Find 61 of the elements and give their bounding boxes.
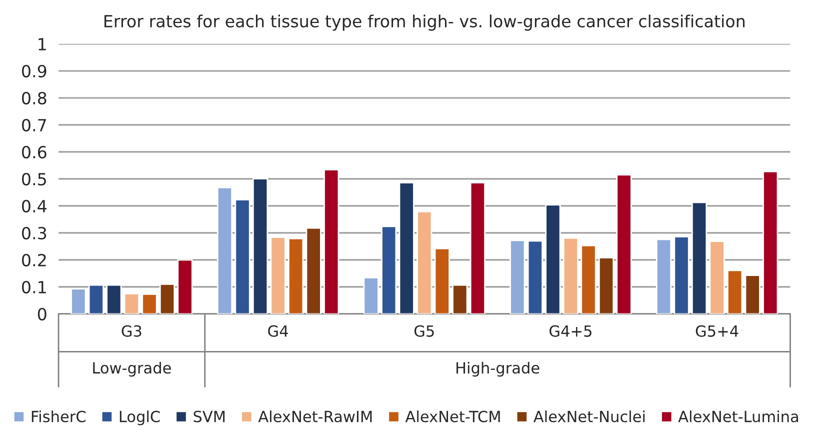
bar: [510, 240, 526, 314]
y-tick-label: 0.1: [22, 280, 46, 294]
bar: [562, 237, 579, 314]
bar: [709, 240, 725, 314]
text: Low-grade: [93, 362, 171, 377]
x-tick-label: G3: [122, 325, 142, 337]
bar: [691, 202, 708, 314]
bar: [527, 240, 543, 314]
legend-label: AlexNet-RawIM: [258, 410, 372, 422]
bar: [398, 182, 414, 314]
y-tick-label: 0.4: [22, 200, 46, 212]
bar: [580, 244, 596, 314]
bar: [288, 238, 304, 314]
bar: [470, 182, 486, 314]
bar: [656, 238, 672, 314]
x-tick-label: G4: [268, 325, 288, 337]
y-tick-label: 0.5: [22, 172, 46, 186]
y-tick-label: 0.9: [22, 64, 46, 78]
x-tick-label: G5+4: [696, 325, 738, 337]
bar: [381, 226, 397, 314]
bar: [159, 283, 176, 314]
legend-label: AlexNet-Lumina: [678, 410, 798, 422]
bar: [177, 259, 193, 314]
bar: [270, 236, 286, 314]
bar: [252, 178, 268, 314]
bar: [142, 293, 158, 314]
bar: [363, 277, 379, 314]
bar: [762, 170, 778, 314]
bar: [106, 284, 122, 314]
bar: [416, 210, 432, 314]
bar: [70, 288, 86, 314]
legend-label: SVM: [194, 410, 225, 422]
bar: [434, 248, 450, 314]
y-tick-label: 1: [38, 38, 46, 50]
y-tick-label: 0.3: [22, 226, 46, 240]
text: High-grade: [456, 362, 540, 377]
x-tick-label: G4+5: [550, 325, 592, 337]
y-tick-label: 0: [38, 308, 46, 320]
legend-label: AlexNet-Nuclei: [534, 410, 645, 422]
y-tick-label: 0.8: [22, 92, 46, 104]
y-tick-label: 0.6: [22, 146, 46, 158]
bar: [324, 169, 340, 314]
bar: [598, 257, 614, 314]
y-tick-label: 0.7: [22, 118, 46, 132]
legend-label: LoglC: [120, 410, 160, 426]
bar: [727, 270, 743, 314]
chart-title: Error rates for each tissue type from high- vs. low-grade cancer classification: [104, 14, 745, 31]
y-tick-label: 0.2: [22, 254, 46, 266]
legend-label: FisherC: [32, 410, 86, 422]
bar: [744, 274, 760, 314]
bar: [452, 284, 468, 314]
bar: [88, 284, 104, 314]
bar: [234, 198, 250, 314]
bar: [124, 292, 140, 314]
legend-label: AlexNet-TCM: [405, 410, 500, 422]
bar: [674, 236, 690, 314]
bar: [616, 174, 632, 314]
bar: [216, 186, 233, 314]
x-tick-label: G5: [414, 325, 434, 337]
bar: [545, 204, 561, 314]
bar: [306, 227, 322, 314]
